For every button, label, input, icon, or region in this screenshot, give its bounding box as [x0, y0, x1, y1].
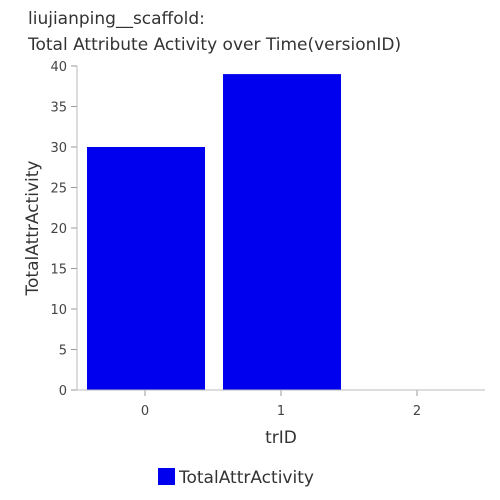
legend: TotalAttrActivity — [158, 468, 314, 488]
x-tick-label: 0 — [141, 404, 149, 419]
x-axis-title: trID — [265, 428, 297, 448]
y-tick-label: 15 — [50, 263, 67, 278]
bar-0 — [87, 147, 205, 390]
y-tick-label: 40 — [50, 60, 67, 75]
bar-1 — [223, 74, 341, 390]
y-tick-label: 0 — [59, 384, 67, 399]
x-tick-label: 2 — [413, 404, 421, 419]
y-axis-title: TotalAttrActivity — [23, 161, 43, 297]
y-tick-label: 5 — [59, 344, 67, 359]
y-tick-label: 25 — [50, 182, 67, 197]
y-tick-label: 20 — [50, 222, 67, 237]
y-tick-label: 30 — [50, 141, 67, 156]
chart-title: liujianping__scaffold: — [28, 9, 205, 29]
x-axis: 0 1 2 — [141, 390, 421, 419]
x-tick-label: 1 — [277, 404, 285, 419]
y-tick-label: 10 — [50, 303, 67, 318]
legend-label: TotalAttrActivity — [178, 468, 314, 488]
bars — [87, 74, 341, 390]
chart-subtitle: Total Attribute Activity over Time(versi… — [27, 35, 401, 55]
y-axis: 0 5 10 15 20 25 30 35 40 — [50, 60, 77, 399]
legend-swatch — [158, 468, 175, 485]
y-tick-label: 35 — [50, 101, 67, 116]
